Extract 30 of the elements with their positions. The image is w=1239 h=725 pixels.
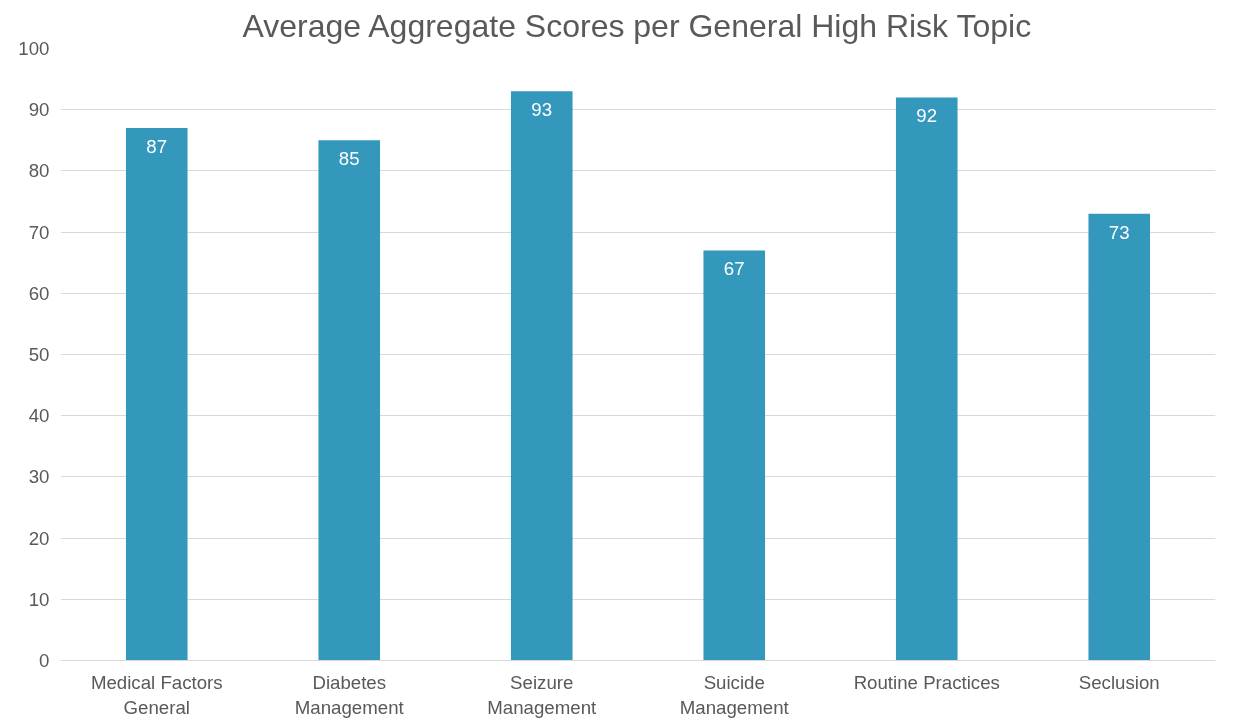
x-tick-label: Diabetes Management bbox=[294, 671, 405, 718]
x-tick-label: Suicide Management bbox=[679, 671, 790, 718]
data-label: 92 bbox=[916, 105, 938, 127]
x-tick-label: Seclusion bbox=[1078, 671, 1160, 693]
y-tick-label: 50 bbox=[28, 344, 50, 365]
bar bbox=[1088, 213, 1151, 661]
y-tick-label: 60 bbox=[28, 282, 50, 304]
bar bbox=[318, 140, 381, 661]
data-label: 87 bbox=[146, 136, 168, 158]
y-tick-label: 70 bbox=[28, 221, 50, 243]
y-tick-label: 100 bbox=[18, 38, 50, 59]
data-label: 73 bbox=[1108, 221, 1130, 243]
y-tick-label: 30 bbox=[28, 466, 50, 488]
bar bbox=[895, 97, 958, 661]
y-tick-label: 90 bbox=[28, 99, 50, 121]
y-tick-label: 20 bbox=[28, 527, 50, 549]
x-tick-label: Routine Practices bbox=[853, 671, 1000, 693]
data-label: 67 bbox=[723, 258, 745, 280]
y-tick-label: 10 bbox=[28, 588, 50, 610]
x-tick-label: Medical Factors General bbox=[90, 671, 223, 718]
bar bbox=[125, 128, 188, 661]
bar bbox=[510, 91, 573, 661]
y-tick-label: 40 bbox=[28, 405, 50, 427]
x-tick-label: Seizure Management bbox=[487, 671, 598, 718]
y-tick-label: 0 bbox=[39, 650, 50, 671]
y-tick-label: 80 bbox=[28, 160, 50, 182]
bar bbox=[703, 250, 766, 661]
data-label: 85 bbox=[338, 148, 360, 170]
data-label: 93 bbox=[531, 99, 553, 121]
chart-title: Average Aggregate Scores per General High Risk Topic bbox=[242, 7, 1032, 44]
